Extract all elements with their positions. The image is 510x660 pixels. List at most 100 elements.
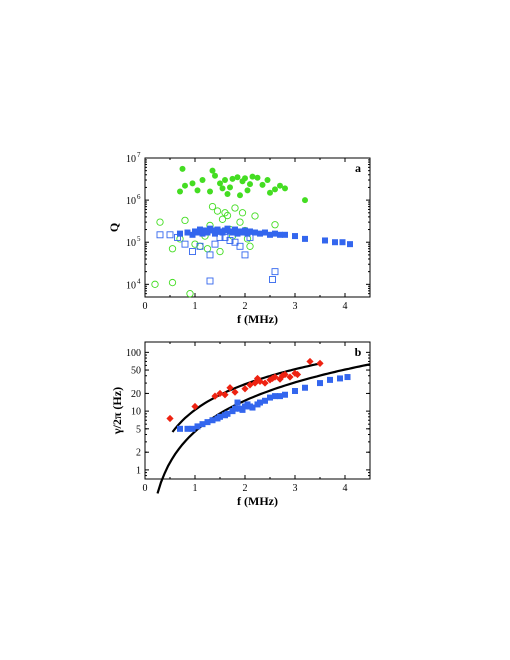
data-point bbox=[246, 242, 254, 250]
data-point bbox=[189, 180, 196, 187]
data-point bbox=[282, 185, 288, 192]
data-point bbox=[267, 231, 273, 238]
data-point bbox=[168, 278, 177, 287]
data-point bbox=[224, 190, 231, 197]
data-point bbox=[234, 174, 241, 181]
x-tick-label: 2 bbox=[243, 483, 248, 494]
panel-letter: a bbox=[355, 161, 361, 175]
data-point bbox=[339, 239, 346, 246]
y-tick-exponent: 4 bbox=[137, 277, 141, 285]
data-point bbox=[317, 380, 323, 387]
data-point bbox=[327, 376, 333, 383]
data-point bbox=[184, 425, 191, 432]
data-point bbox=[232, 405, 238, 412]
y-tick-label: 10 bbox=[131, 407, 141, 418]
data-point bbox=[166, 414, 174, 423]
data-point bbox=[277, 182, 283, 189]
data-point bbox=[224, 410, 231, 417]
y-tick-exponent: 6 bbox=[137, 193, 141, 201]
data-point bbox=[174, 233, 181, 241]
data-point bbox=[226, 384, 234, 392]
data-point bbox=[177, 188, 183, 195]
data-point bbox=[252, 229, 258, 236]
data-point bbox=[204, 229, 211, 236]
data-point bbox=[241, 385, 249, 393]
x-tick-label: 2 bbox=[243, 301, 248, 312]
data-point bbox=[251, 212, 259, 220]
data-point bbox=[196, 242, 204, 250]
data-point bbox=[292, 233, 298, 240]
x-tick-label: 4 bbox=[343, 483, 348, 494]
data-point bbox=[293, 370, 302, 379]
data-point bbox=[264, 177, 271, 184]
data-point bbox=[197, 226, 203, 233]
data-point bbox=[216, 247, 224, 256]
data-point bbox=[238, 209, 247, 217]
y-tick-label: 20 bbox=[131, 389, 141, 400]
data-point bbox=[181, 216, 189, 225]
data-point bbox=[246, 233, 254, 241]
y-tick-label: 2 bbox=[136, 448, 141, 459]
y-tick-label: 100 bbox=[126, 348, 141, 359]
data-point bbox=[259, 181, 266, 188]
data-point bbox=[204, 419, 211, 426]
data-point bbox=[216, 233, 224, 241]
data-point bbox=[292, 387, 298, 394]
data-point bbox=[189, 231, 196, 238]
y-tick-label: 10 bbox=[126, 238, 136, 249]
data-point bbox=[216, 389, 224, 398]
data-point bbox=[232, 226, 238, 233]
data-point bbox=[213, 207, 222, 215]
data-point bbox=[231, 204, 239, 212]
data-point bbox=[206, 277, 214, 285]
data-point bbox=[239, 406, 246, 413]
data-point bbox=[337, 375, 343, 382]
data-point bbox=[223, 211, 232, 220]
fit-curve bbox=[171, 361, 323, 433]
data-point bbox=[182, 182, 188, 189]
data-point bbox=[212, 172, 218, 179]
data-point bbox=[189, 425, 196, 432]
x-tick-label: 1 bbox=[193, 301, 198, 312]
y-tick-label: 5 bbox=[136, 424, 141, 435]
data-point bbox=[322, 237, 328, 244]
data-point bbox=[271, 268, 279, 276]
data-point bbox=[212, 230, 218, 237]
data-point bbox=[247, 228, 253, 235]
data-point bbox=[199, 230, 206, 237]
data-point bbox=[207, 188, 213, 195]
data-point bbox=[242, 227, 248, 234]
data-point bbox=[209, 417, 216, 424]
x-tick-label: 4 bbox=[343, 301, 348, 312]
data-point bbox=[277, 231, 283, 238]
data-point bbox=[286, 373, 294, 381]
data-point bbox=[231, 388, 239, 396]
y-tick-label: 50 bbox=[131, 366, 141, 377]
data-point bbox=[219, 185, 226, 192]
data-point bbox=[211, 240, 219, 248]
panel-letter: b bbox=[355, 345, 362, 359]
y-tick-exponent: 5 bbox=[137, 235, 141, 243]
data-point bbox=[302, 384, 308, 391]
y-tick-label: 10 bbox=[126, 280, 136, 291]
data-point bbox=[347, 241, 353, 248]
data-point bbox=[257, 399, 263, 406]
data-point bbox=[272, 186, 278, 193]
data-point bbox=[177, 425, 183, 432]
y-tick-label: 10 bbox=[126, 154, 136, 165]
data-point bbox=[267, 394, 273, 401]
data-point bbox=[272, 230, 278, 237]
data-point bbox=[306, 357, 314, 366]
data-point bbox=[156, 231, 164, 239]
data-point bbox=[262, 229, 268, 236]
data-point bbox=[244, 187, 251, 194]
y-axis-title: Q bbox=[107, 223, 121, 232]
data-point bbox=[199, 421, 206, 428]
data-point bbox=[221, 391, 229, 399]
data-point bbox=[271, 221, 279, 229]
data-point bbox=[247, 181, 253, 188]
data-point bbox=[302, 235, 308, 242]
data-point bbox=[194, 187, 201, 194]
data-point bbox=[272, 393, 278, 400]
